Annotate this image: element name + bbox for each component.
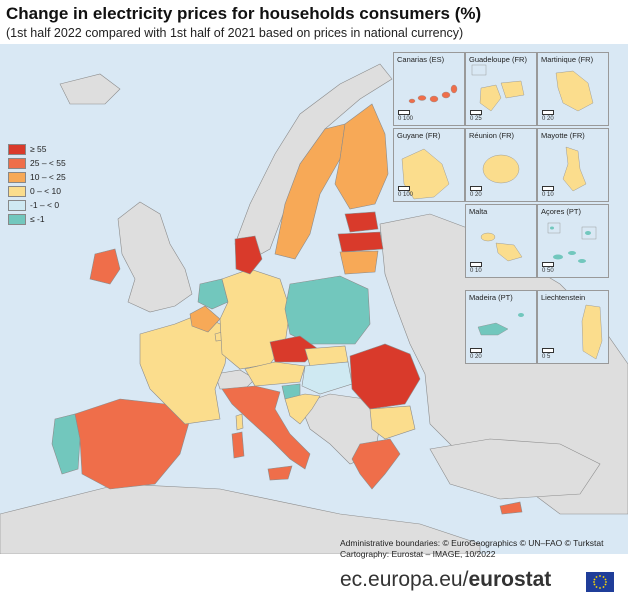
country-italy-sardinia xyxy=(231,431,245,459)
country-hungary xyxy=(301,361,353,395)
inset-label: Canarias (ES) xyxy=(397,55,445,64)
legend-label: 0 – < 10 xyxy=(30,186,61,196)
inset-map xyxy=(555,70,594,112)
inset-scale: 0 5 xyxy=(542,348,554,360)
inset-map xyxy=(482,154,520,184)
map-title: Change in electricity prices for househo… xyxy=(6,4,482,23)
country-bulgaria xyxy=(369,405,416,440)
legend-swatch xyxy=(8,143,26,155)
inset-scale: 0 20 xyxy=(542,110,554,122)
inset-map xyxy=(562,146,587,192)
country-italy xyxy=(221,385,311,470)
inset-map xyxy=(408,84,458,104)
legend-swatch xyxy=(8,157,26,169)
country-belgium xyxy=(189,305,221,333)
eurostat-url[interactable]: ec.europa.eu/eurostat xyxy=(340,568,551,592)
region-switzerland xyxy=(214,369,256,390)
country-denmark xyxy=(234,235,263,275)
inset-map xyxy=(547,222,597,263)
inset-scale: 0 50 xyxy=(542,262,554,274)
eu-flag-icon xyxy=(586,572,614,592)
legend-item: ≤ -1 xyxy=(8,212,66,226)
inset-scale: 0 10 xyxy=(542,186,554,198)
country-romania xyxy=(349,343,421,410)
inset-liechtenstein: Liechtenstein 0 5 xyxy=(537,290,609,364)
country-netherlands xyxy=(197,278,229,310)
legend-item: -1 – < 0 xyxy=(8,198,66,212)
region-north-africa xyxy=(0,483,481,554)
country-estonia xyxy=(344,211,379,233)
credits-cartography: Cartography: Eurostat – IMAGE, 10/2022 xyxy=(340,549,496,559)
inset-guadeloupe: Guadeloupe (FR) 0 25 xyxy=(465,52,537,126)
eu-stars-icon xyxy=(593,575,607,589)
inset-scale: 0 100 xyxy=(398,186,413,198)
inset-label: Guadeloupe (FR) xyxy=(469,55,527,64)
legend-label: ≥ 55 xyxy=(30,144,47,154)
inset-label: Mayotte (FR) xyxy=(541,131,585,140)
inset-scale: 0 20 xyxy=(470,186,482,198)
inset-canarias: Canarias (ES) 0 100 xyxy=(393,52,465,126)
inset-martinique: Martinique (FR) 0 20 xyxy=(537,52,609,126)
legend-item: 25 – < 55 xyxy=(8,156,66,170)
map-credits: Administrative boundaries: © EuroGeograp… xyxy=(340,538,604,560)
url-brand: eurostat xyxy=(468,568,552,591)
country-cyprus xyxy=(499,501,523,515)
legend-swatch xyxy=(8,213,26,225)
country-france-corsica xyxy=(235,413,244,431)
country-italy-sicily xyxy=(267,465,293,481)
inset-map xyxy=(581,304,603,360)
inset-map xyxy=(471,64,525,112)
legend-label: 25 – < 55 xyxy=(30,158,66,168)
inset-malta: Malta 0 10 xyxy=(465,204,537,278)
legend-label: ≤ -1 xyxy=(30,214,45,224)
url-prefix: ec.europa.eu/ xyxy=(340,568,469,591)
region-iceland xyxy=(59,73,121,105)
inset-scale: 0 20 xyxy=(470,348,482,360)
inset-guyane: Guyane (FR) 0 100 xyxy=(393,128,465,202)
region-uk xyxy=(117,201,193,313)
country-greece xyxy=(351,438,401,490)
legend-label: 10 – < 25 xyxy=(30,172,66,182)
inset-label: Martinique (FR) xyxy=(541,55,594,64)
inset-map xyxy=(480,232,523,262)
inset-map xyxy=(477,313,524,336)
legend-item: 0 – < 10 xyxy=(8,184,66,198)
legend-swatch xyxy=(8,171,26,183)
country-finland xyxy=(334,103,389,210)
inset-label: Malta xyxy=(469,207,488,216)
inset-acores: Açores (PT) 0 50 xyxy=(537,204,609,278)
legend-swatch xyxy=(8,185,26,197)
legend-item: 10 – < 25 xyxy=(8,170,66,184)
country-poland xyxy=(284,275,371,345)
legend-label: -1 – < 0 xyxy=(30,200,60,210)
inset-label: Açores (PT) xyxy=(541,207,582,216)
country-lithuania xyxy=(339,250,379,275)
inset-madeira: Madeira (PT) 0 20 xyxy=(465,290,537,364)
country-ireland xyxy=(89,248,121,285)
legend-item: ≥ 55 xyxy=(8,142,66,156)
country-croatia xyxy=(284,393,321,425)
country-latvia xyxy=(337,231,384,253)
inset-mayotte: Mayotte (FR) 0 10 xyxy=(537,128,609,202)
region-norway xyxy=(234,63,393,260)
inset-label: Guyane (FR) xyxy=(397,131,441,140)
inset-scale: 0 10 xyxy=(470,262,482,274)
inset-label: Madeira (PT) xyxy=(469,293,513,302)
country-austria xyxy=(244,361,306,387)
inset-scale: 0 100 xyxy=(398,110,413,122)
inset-label: Liechtenstein xyxy=(541,293,586,302)
inset-scale: 0 25 xyxy=(470,110,482,122)
region-turkey xyxy=(429,438,601,500)
country-portugal xyxy=(51,413,81,475)
inset-label: Réunion (FR) xyxy=(469,131,515,140)
europe-map-svg xyxy=(0,63,628,554)
legend: ≥ 55 25 – < 55 10 – < 25 0 – < 10 -1 – <… xyxy=(8,142,66,226)
legend-swatch xyxy=(8,199,26,211)
country-spain xyxy=(74,398,191,490)
map-subtitle: (1st half 2022 compared with 1st half of… xyxy=(6,26,464,40)
inset-reunion: Réunion (FR) 0 20 xyxy=(465,128,537,202)
credits-boundaries: Administrative boundaries: © EuroGeograp… xyxy=(340,538,604,548)
